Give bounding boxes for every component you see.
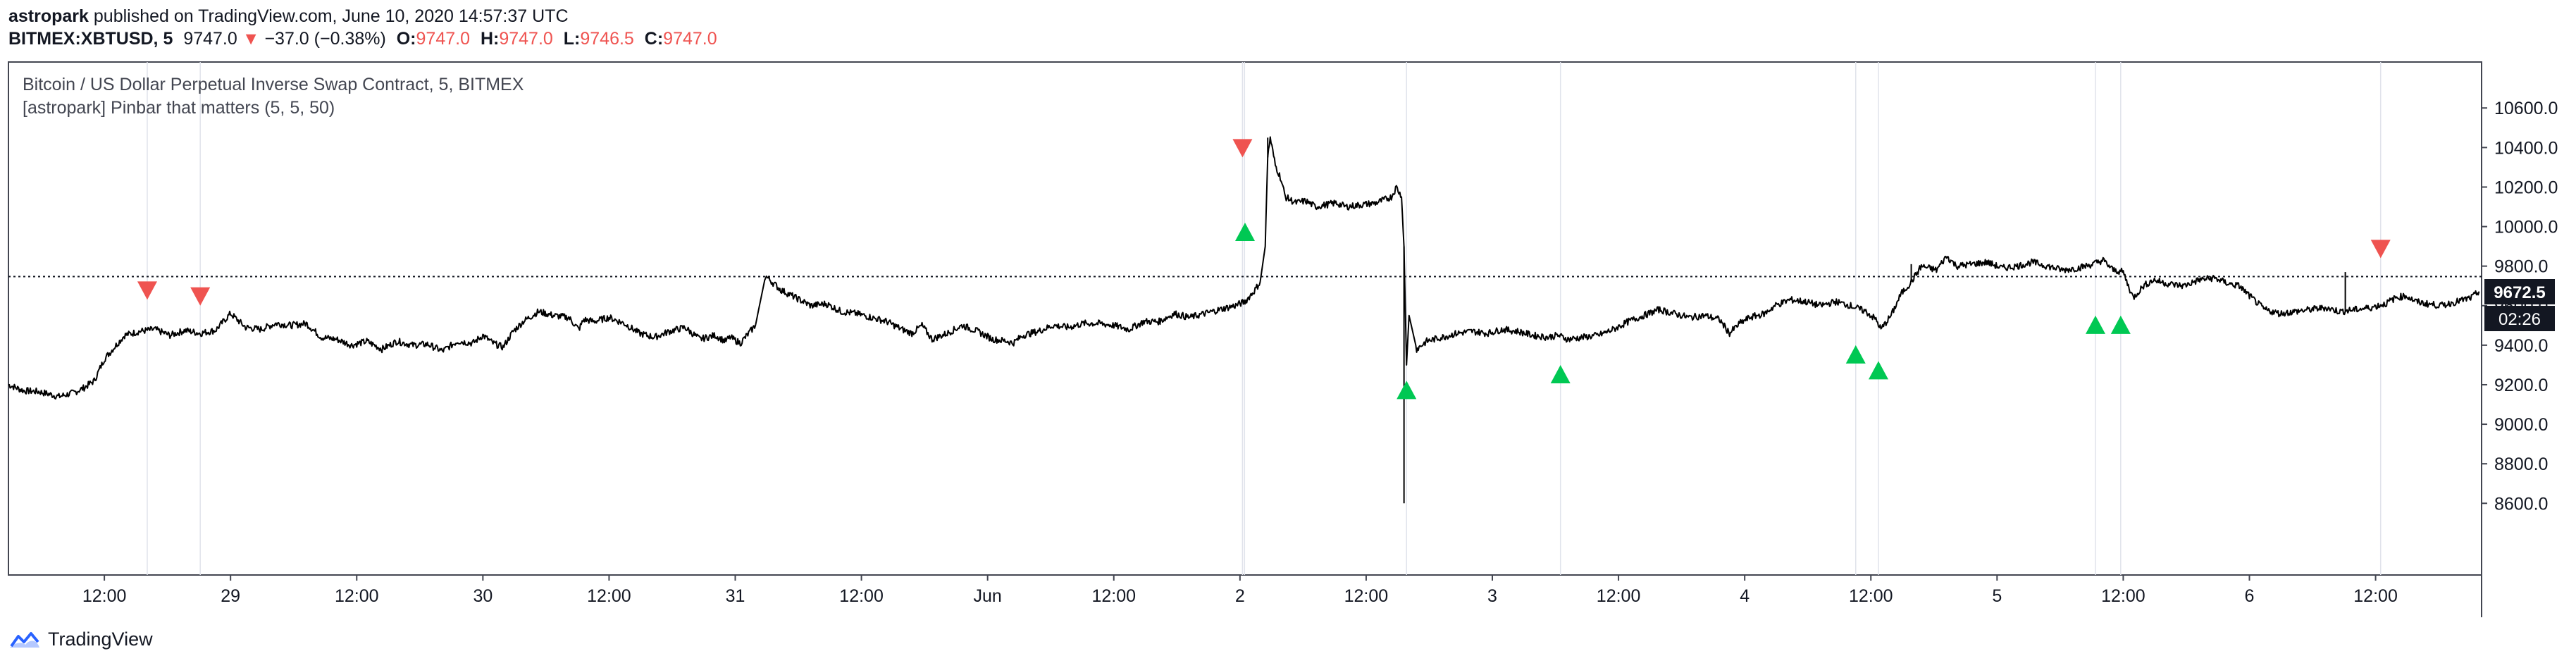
time-axis-label: Jun — [974, 586, 1002, 606]
time-axis-label: 12:00 — [587, 586, 631, 606]
price-change: −37.0 (−0.38%) — [264, 29, 386, 49]
time-axis-label: 12:00 — [1597, 586, 1641, 606]
header: astropark published on TradingView.com, … — [8, 6, 717, 51]
price-axis-label: 9400.0 — [2494, 336, 2548, 356]
price-wicks — [1267, 137, 2346, 504]
bear-signal-marker — [1232, 139, 1253, 158]
time-axis-label: 12:00 — [82, 586, 127, 606]
price-axis-label: 9800.0 — [2494, 257, 2548, 277]
price-axis-label: 10000.0 — [2494, 218, 2558, 237]
price-axis-label: 8600.0 — [2494, 494, 2548, 514]
footer-brand[interactable]: TradingView — [48, 629, 153, 650]
price-axis-label: 8800.0 — [2494, 454, 2548, 474]
down-arrow-icon: ▼ — [242, 29, 260, 49]
price-axis-label: 9000.0 — [2494, 415, 2548, 435]
ticker-line: BITMEX:XBTUSD, 5 9747.0 ▼ −37.0 (−0.38%)… — [8, 27, 717, 51]
footer: TradingView — [8, 629, 153, 650]
signal-markers — [137, 139, 2391, 400]
time-axis-label: 31 — [726, 586, 745, 606]
bull-signal-marker — [2110, 315, 2131, 334]
bull-signal-marker — [1868, 361, 1888, 380]
time-axis-label: 5 — [1992, 586, 2002, 606]
close-label: C: — [644, 29, 664, 49]
time-axis-label: 4 — [1740, 586, 1750, 606]
time-axis-label: 2 — [1235, 586, 1245, 606]
bull-signal-marker — [1235, 222, 1255, 241]
bull-signal-marker — [1845, 345, 1866, 364]
price-tag-bg — [2484, 279, 2555, 304]
bull-signal-marker — [1397, 381, 1417, 400]
publish-line: astropark published on TradingView.com, … — [8, 6, 717, 27]
low-value: 9746.5 — [580, 29, 634, 49]
high-label: H: — [480, 29, 500, 49]
bear-signal-marker — [137, 281, 157, 300]
time-axis[interactable]: 12:00 29 12:00 30 12:00 31 12:00 Jun 12:00 2 12:00… — [82, 575, 2398, 606]
price-axis-label: 9200.0 — [2494, 376, 2548, 395]
time-axis-label: 30 — [473, 586, 493, 606]
last-price: 9747.0 — [183, 29, 237, 49]
price-tag: 9672.5 02:26 — [2484, 279, 2555, 331]
countdown-bg — [2484, 306, 2555, 331]
price-axis-label: 10600.0 — [2494, 99, 2558, 118]
price-axis[interactable]: 8600.08800.09000.09200.09400.09600.09800… — [2482, 99, 2558, 514]
open-value: 9747.0 — [416, 29, 470, 49]
time-axis-label: 12:00 — [1344, 586, 1389, 606]
low-label: L: — [563, 29, 581, 49]
bear-signal-marker — [2370, 240, 2391, 259]
pane-title: Bitcoin / US Dollar Perpetual Inverse Sw… — [23, 75, 524, 94]
author-name[interactable]: astropark — [8, 6, 89, 26]
tradingview-logo-icon — [10, 631, 39, 648]
bull-signal-marker — [1550, 364, 1571, 383]
time-axis-label: 12:00 — [1849, 586, 1893, 606]
price-series-line — [8, 136, 2480, 400]
price-axis-label: 10200.0 — [2494, 178, 2558, 197]
price-tag-value: 9672.5 — [2494, 283, 2545, 302]
bear-signal-marker — [190, 287, 211, 306]
symbol-label[interactable]: BITMEX:XBTUSD, 5 — [8, 29, 173, 49]
high-value: 9747.0 — [499, 29, 553, 49]
open-label: O: — [396, 29, 416, 49]
close-value: 9747.0 — [663, 29, 717, 49]
time-axis-label: 29 — [221, 586, 240, 606]
bull-signal-marker — [2086, 315, 2106, 334]
time-axis-label: 12:00 — [1091, 586, 1136, 606]
time-axis-label: 12:00 — [335, 586, 379, 606]
time-axis-label: 3 — [1487, 586, 1497, 606]
time-axis-label: 12:00 — [2101, 586, 2145, 606]
time-axis-label: 12:00 — [2353, 586, 2398, 606]
time-axis-label: 12:00 — [839, 586, 884, 606]
indicator-label[interactable]: [astropark] Pinbar that matters (5, 5, 5… — [23, 98, 335, 118]
publish-info: published on TradingView.com, June 10, 2… — [93, 6, 569, 26]
countdown-value: 02:26 — [2498, 310, 2541, 329]
price-axis-label: 10400.0 — [2494, 138, 2558, 158]
time-axis-label: 6 — [2245, 586, 2255, 606]
gridlines — [147, 62, 2382, 575]
